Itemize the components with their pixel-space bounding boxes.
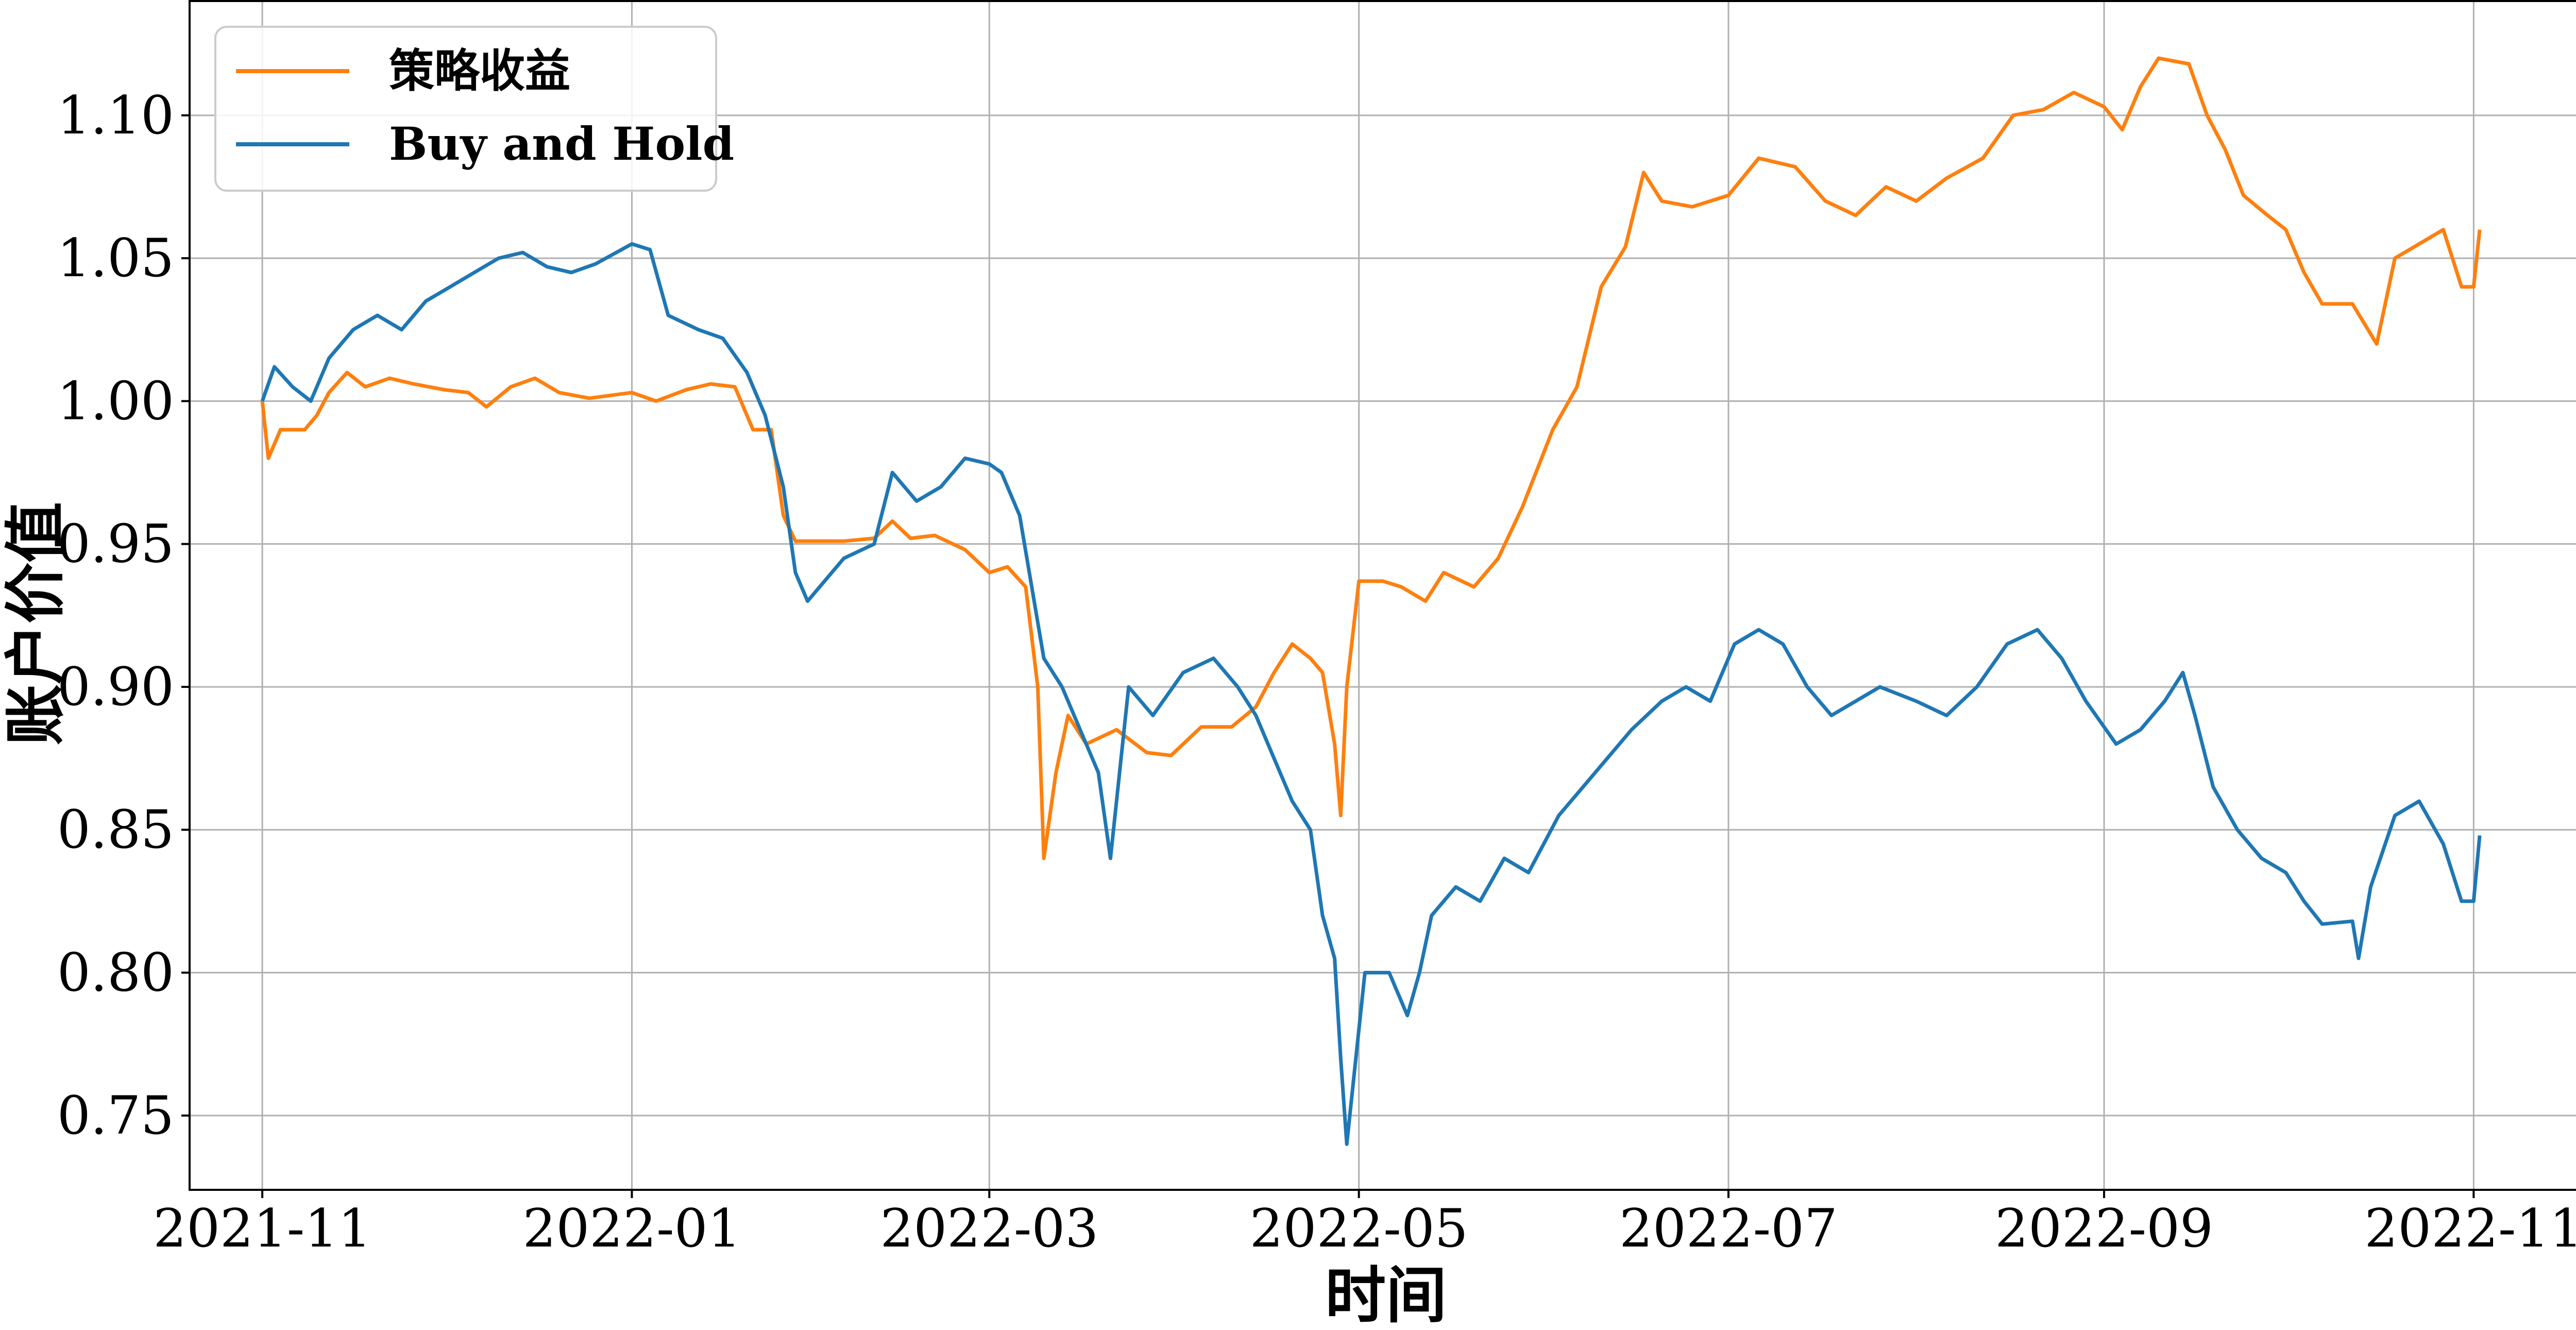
plot-frame xyxy=(189,0,2576,1191)
y-tick-label: 1.05 xyxy=(57,228,174,289)
y-tick-label: 0.75 xyxy=(57,1085,174,1147)
series-line-strategy xyxy=(260,56,2482,861)
y-tick-label: 1.10 xyxy=(57,85,174,146)
series-line-buy-and-hold xyxy=(260,242,2482,1146)
x-tick-label: 2021-11 xyxy=(153,1198,371,1259)
y-tick-label: 0.80 xyxy=(57,942,174,1004)
y-axis-title: 账户价值 xyxy=(0,502,71,745)
x-tick-label: 2022-07 xyxy=(1619,1198,1838,1259)
y-tick-label: 1.00 xyxy=(57,371,174,432)
grid-lines xyxy=(190,1,2576,1190)
x-tick-label: 2022-05 xyxy=(1250,1198,1468,1259)
legend-label-strategy: 策略收益 xyxy=(389,44,570,97)
y-tick-label: 0.90 xyxy=(57,656,174,718)
legend-label-buy-and-hold: Buy and Hold xyxy=(389,117,734,171)
y-tick-label: 0.95 xyxy=(57,514,174,575)
x-axis-title: 时间 xyxy=(1325,1259,1447,1330)
x-tick-label: 2022-11 xyxy=(2364,1198,2576,1259)
series-layer xyxy=(260,56,2482,1146)
y-tick-label: 0.85 xyxy=(57,799,174,861)
axis-ticks: 2021-11 2022-01 2022-03 2022-05 2022-07 2022-… xyxy=(57,85,2576,1259)
legend-box xyxy=(214,26,717,192)
legend: 策略收益 Buy and Hold xyxy=(214,26,734,192)
x-tick-label: 2022-01 xyxy=(523,1198,741,1259)
x-tick-label: 2022-03 xyxy=(880,1198,1098,1259)
x-tick-label: 2022-09 xyxy=(1995,1198,2213,1259)
